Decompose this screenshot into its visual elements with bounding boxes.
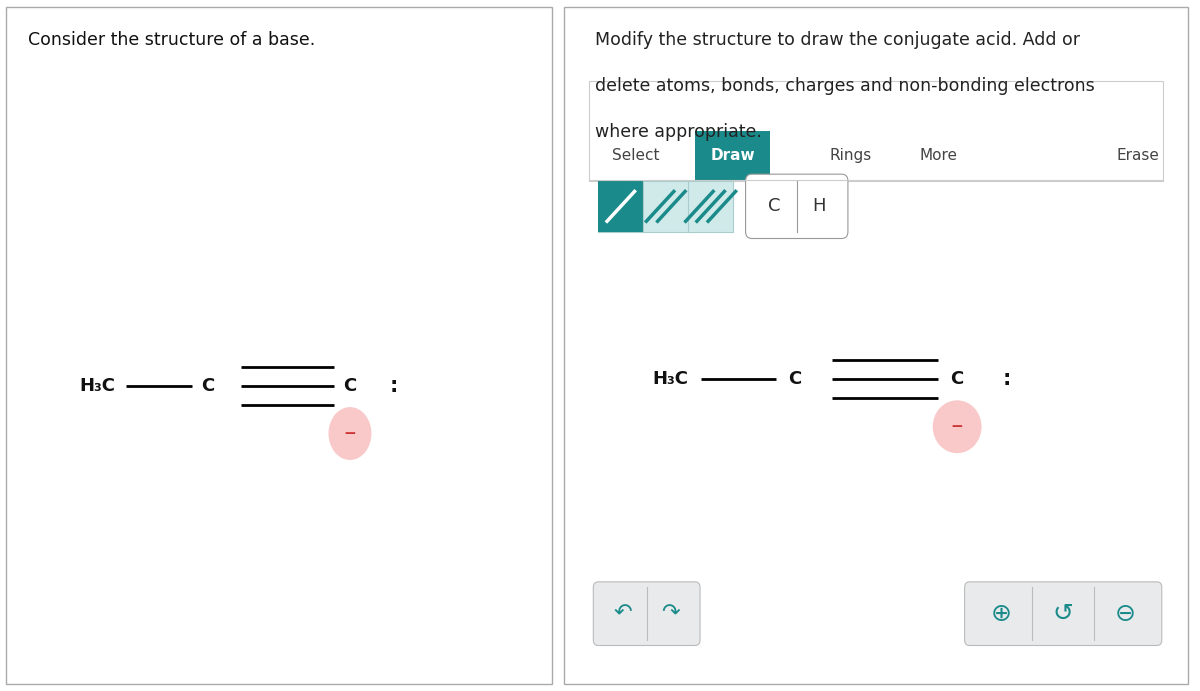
Text: delete atoms, bonds, charges and non-bonding electrons: delete atoms, bonds, charges and non-bon… [595, 77, 1094, 95]
Text: Select: Select [612, 148, 660, 162]
Text: C: C [343, 377, 356, 395]
Text: ⊕: ⊕ [990, 602, 1012, 625]
FancyBboxPatch shape [695, 131, 770, 180]
Circle shape [329, 408, 371, 460]
Text: ↶: ↶ [613, 604, 632, 624]
FancyBboxPatch shape [745, 174, 848, 238]
Text: :: : [1003, 370, 1012, 389]
Text: More: More [919, 148, 958, 162]
Text: Draw: Draw [710, 148, 755, 162]
Text: C: C [788, 370, 802, 388]
Text: −: − [950, 419, 964, 434]
Text: :: : [390, 376, 398, 396]
FancyBboxPatch shape [593, 582, 700, 645]
FancyBboxPatch shape [965, 582, 1162, 645]
Text: −: − [343, 426, 356, 441]
FancyBboxPatch shape [6, 7, 552, 684]
Text: H₃C: H₃C [653, 370, 689, 388]
Text: H₃C: H₃C [79, 377, 115, 395]
Circle shape [934, 401, 980, 453]
Text: Rings: Rings [830, 148, 872, 162]
FancyBboxPatch shape [599, 181, 733, 231]
Text: where appropriate.: where appropriate. [595, 123, 762, 141]
Text: H: H [812, 198, 826, 216]
Text: C: C [950, 370, 964, 388]
FancyBboxPatch shape [589, 82, 1163, 181]
Text: Erase: Erase [1117, 148, 1159, 162]
Text: Modify the structure to draw the conjugate acid. Add or: Modify the structure to draw the conjuga… [595, 30, 1080, 48]
Text: C: C [768, 198, 780, 216]
Text: C: C [202, 377, 215, 395]
Text: Consider the structure of a base.: Consider the structure of a base. [28, 30, 316, 48]
Text: ⊖: ⊖ [1115, 602, 1136, 625]
Text: ↷: ↷ [661, 604, 680, 624]
FancyBboxPatch shape [564, 7, 1188, 684]
Text: ↺: ↺ [1052, 602, 1074, 625]
FancyBboxPatch shape [599, 181, 643, 231]
